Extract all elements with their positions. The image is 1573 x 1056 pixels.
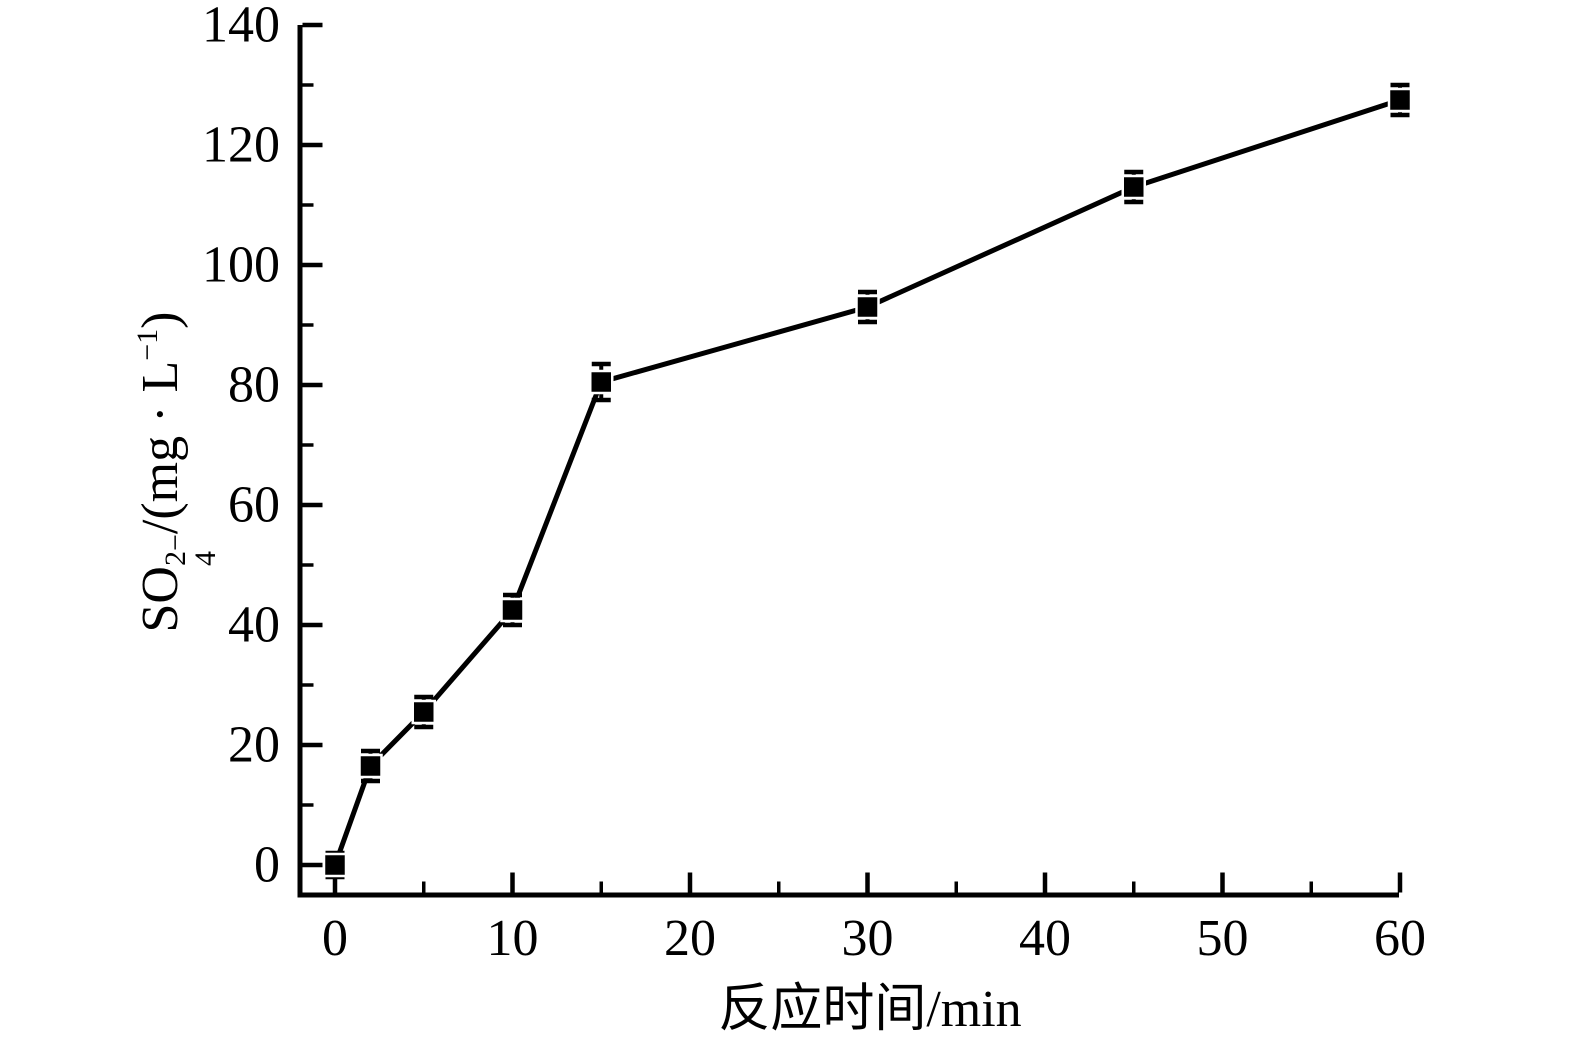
y-tick-label: 60	[228, 477, 280, 534]
x-axis-title: 反应时间/min	[718, 981, 1022, 1038]
y-tick-label: 100	[202, 237, 280, 294]
y-axis-title-unit: /(mg · L	[132, 360, 189, 535]
data-point-marker	[855, 294, 880, 320]
data-point-marker	[500, 597, 525, 623]
x-tick-label: 50	[1197, 910, 1249, 967]
data-point-marker	[589, 369, 614, 395]
y-tick-label: 120	[202, 117, 280, 174]
data-series-line	[332, 97, 1401, 866]
y-axis-title-unit-close: )	[132, 311, 189, 329]
x-tick-label: 20	[664, 910, 716, 967]
ion-subscript: 4	[189, 551, 222, 566]
y-axis-title-base: SO	[132, 566, 189, 633]
ion-superscript: 2−	[159, 534, 192, 566]
y-axis-title: SO 2− 4/(mg · L−1)	[103, 22, 222, 922]
x-tick-label: 0	[322, 910, 348, 967]
data-point-marker	[358, 753, 383, 779]
x-tick-label: 30	[842, 910, 894, 967]
data-point-marker	[1121, 174, 1146, 200]
ion-charge-stack: 2− 4	[159, 534, 222, 566]
x-tick-label: 10	[487, 910, 539, 967]
x-tick-label: 60	[1374, 910, 1426, 967]
y-tick-label: 140	[202, 0, 280, 54]
y-tick-label: 80	[228, 357, 280, 414]
data-point-marker	[322, 852, 348, 878]
data-point-marker	[1387, 87, 1413, 113]
x-tick-label: 40	[1019, 910, 1071, 967]
unit-exponent: −1	[131, 328, 164, 361]
y-tick-label: 0	[254, 837, 280, 894]
data-point-marker	[411, 699, 436, 725]
y-tick-label: 20	[228, 717, 280, 774]
y-tick-label: 40	[228, 597, 280, 654]
